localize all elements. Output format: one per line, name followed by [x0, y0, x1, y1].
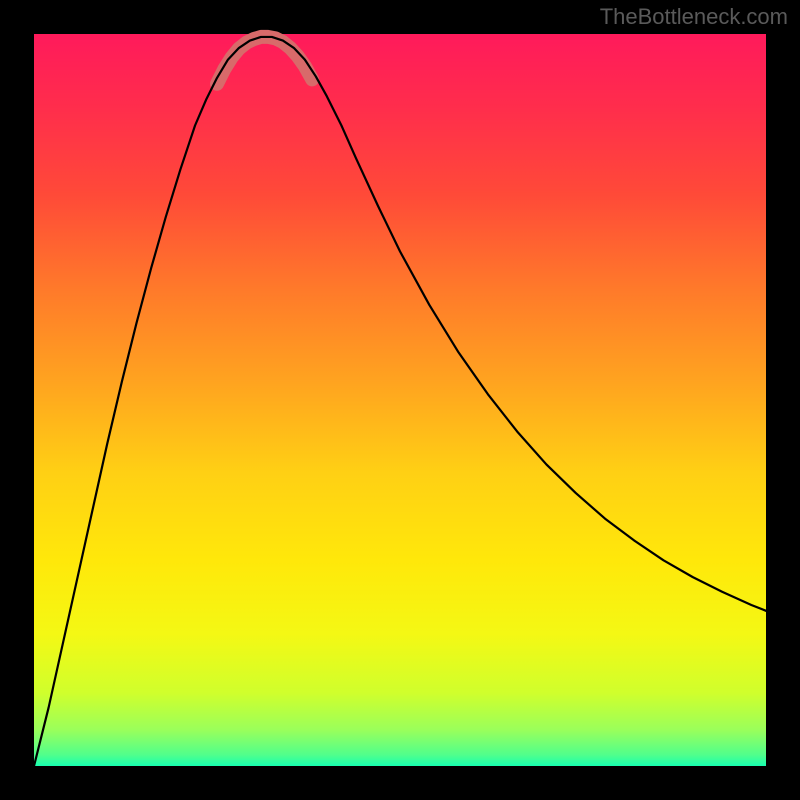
bottleneck-curve-chart [0, 0, 800, 800]
watermark-text: TheBottleneck.com [600, 4, 788, 30]
chart-container: TheBottleneck.com [0, 0, 800, 800]
plot-background [34, 34, 766, 766]
